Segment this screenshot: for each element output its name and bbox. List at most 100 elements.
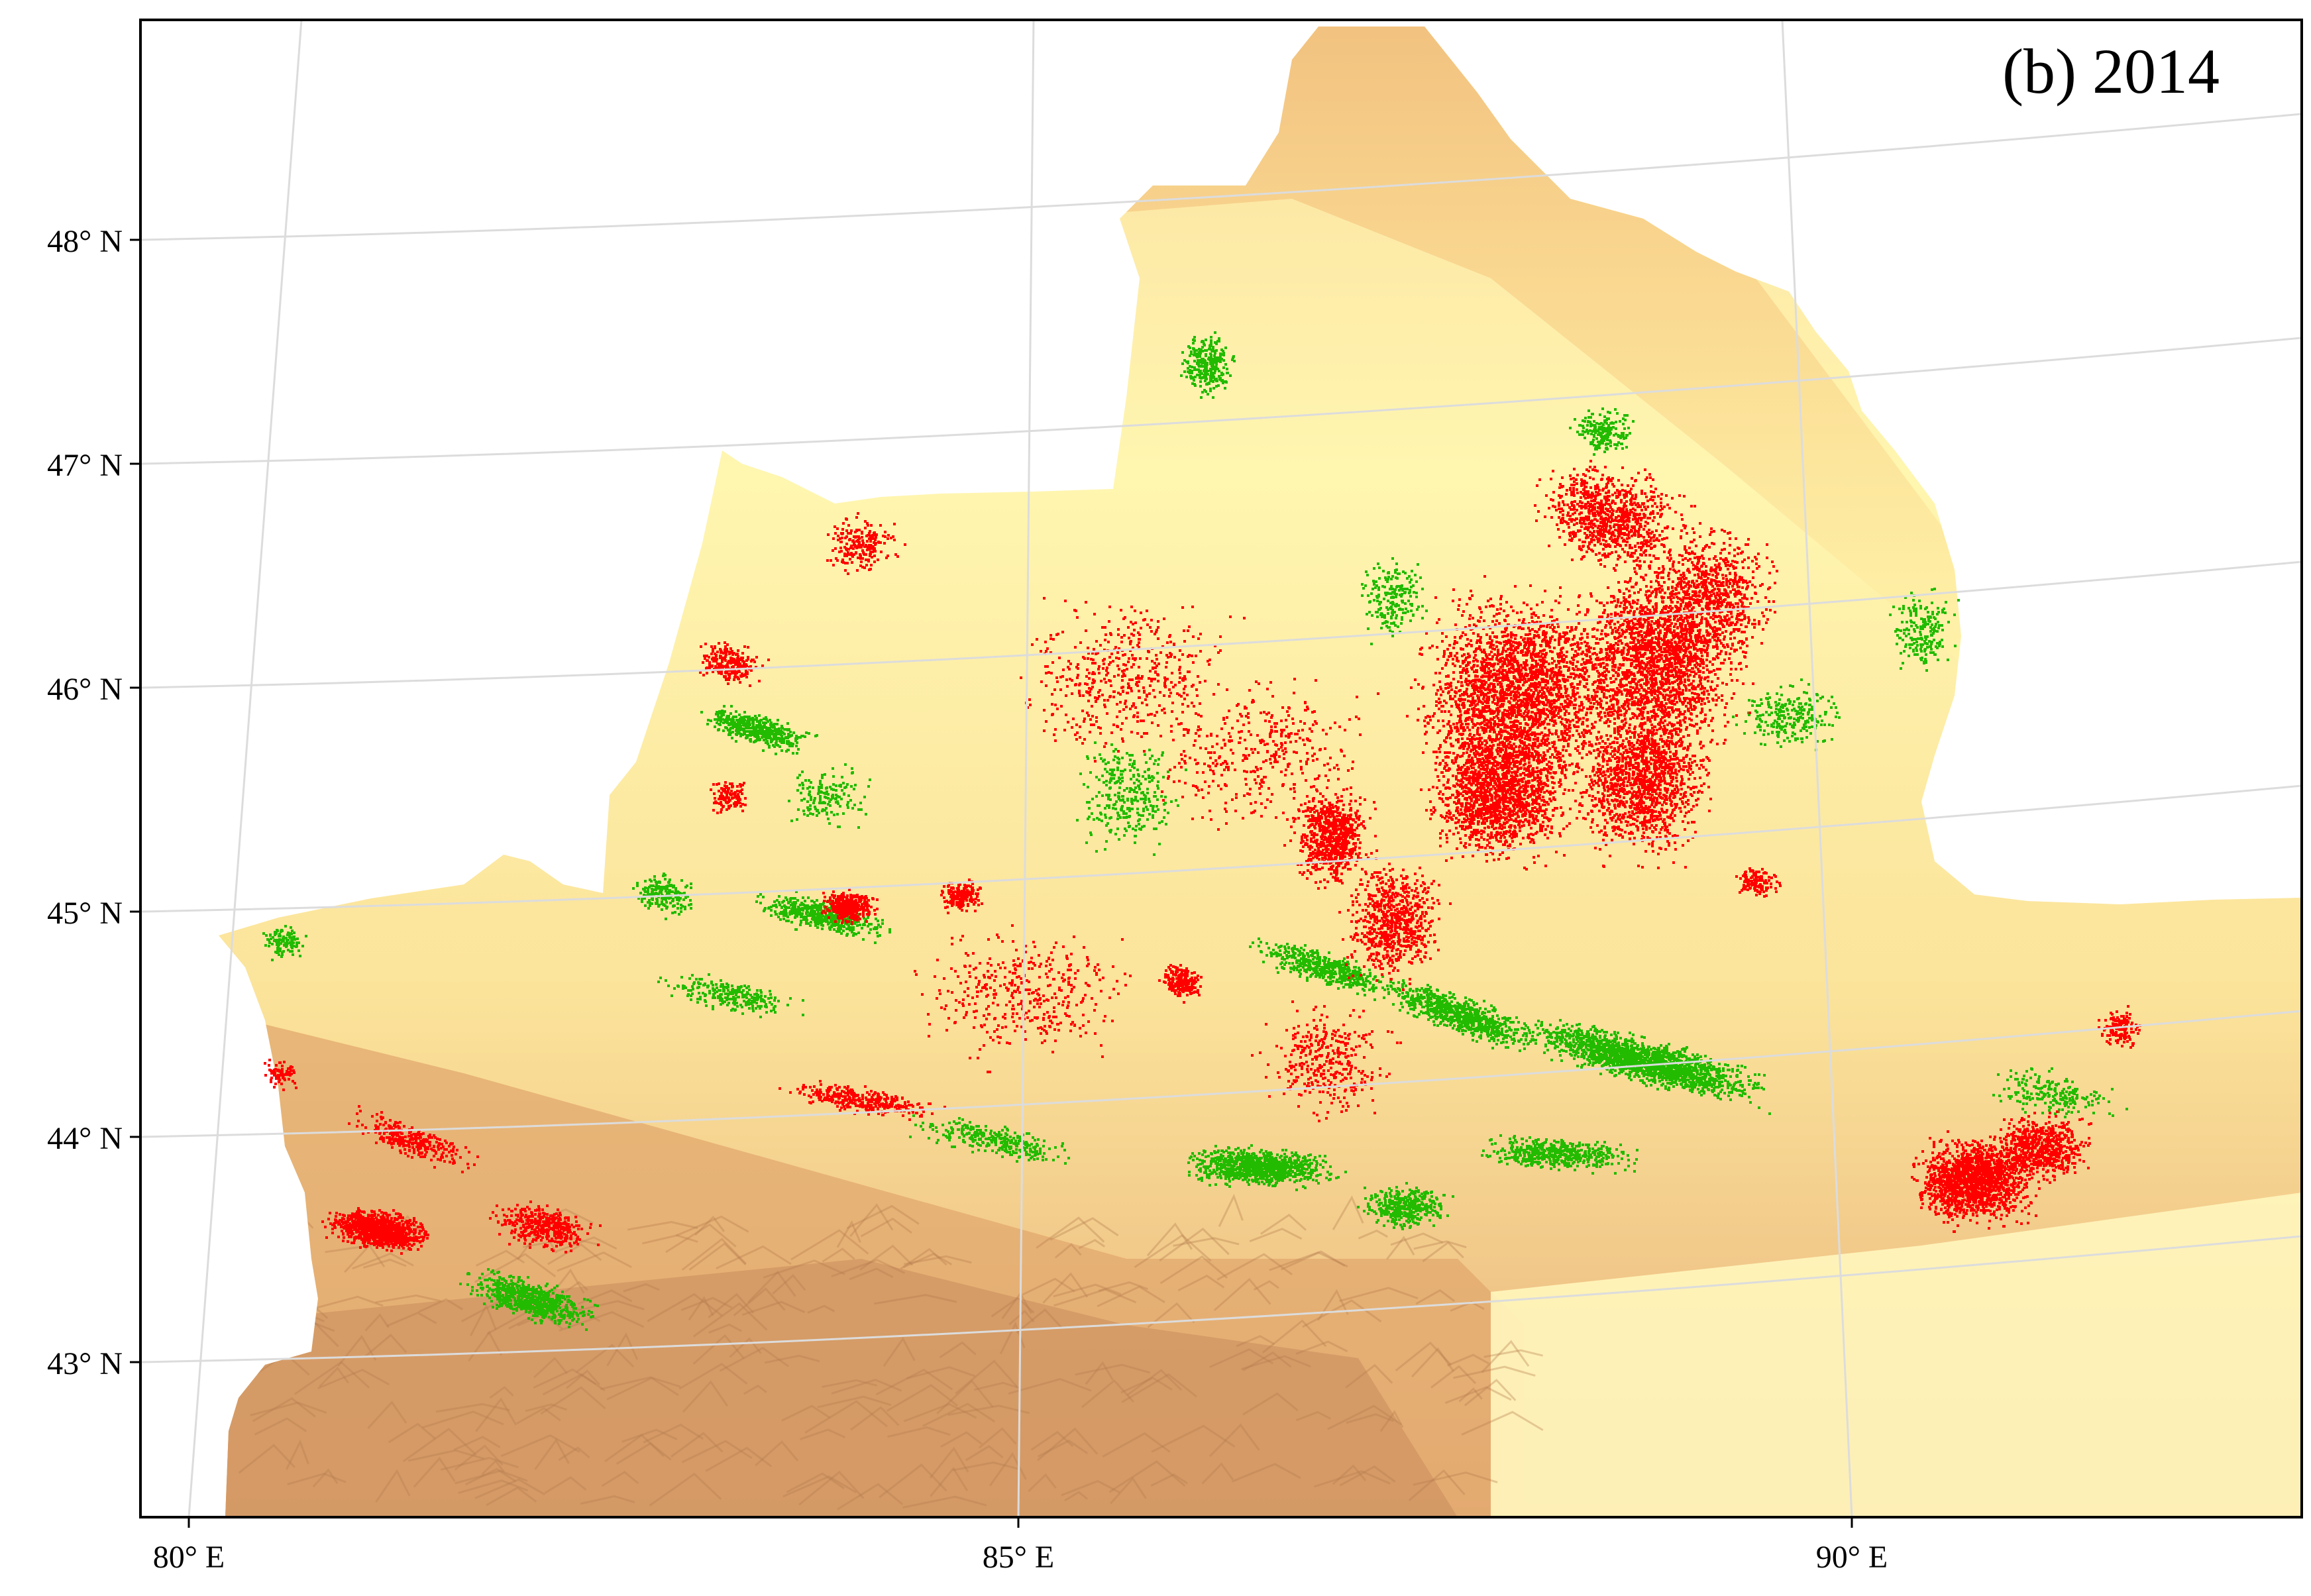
terrain-ridge xyxy=(525,1403,567,1412)
terrain-ridge xyxy=(675,1215,749,1237)
terrain-ridge xyxy=(453,1436,501,1451)
terrain-ridge xyxy=(572,1300,645,1312)
terrain-ridge xyxy=(1022,1277,1075,1296)
terrain-ridge xyxy=(1213,1277,1271,1312)
terrain-ridge xyxy=(1327,1405,1403,1430)
terrain-ridge xyxy=(1332,1195,1364,1230)
terrain-ridge xyxy=(227,1208,297,1229)
terrain-ridge xyxy=(764,1354,820,1364)
lon-label-90: 90° E xyxy=(1816,1540,1888,1575)
terrain-ridge xyxy=(1121,1373,1197,1403)
terrain-ridge xyxy=(1037,1439,1089,1458)
terrain-ridge xyxy=(763,1259,846,1279)
terrain-ridge xyxy=(1108,1460,1186,1493)
terrain-ridge xyxy=(743,1384,767,1395)
terrain-ridge xyxy=(719,1346,790,1372)
terrain-ridge xyxy=(577,1289,633,1305)
panel-label: (b) 2014 xyxy=(2002,36,2220,107)
terrain-ridge xyxy=(540,1386,606,1415)
terrain-ridge xyxy=(1159,1255,1228,1285)
terrain-ridge xyxy=(440,1456,519,1471)
lon-label-80: 80° E xyxy=(153,1540,225,1575)
latitude-line xyxy=(140,1235,2302,1363)
terrain-ridge xyxy=(678,1363,748,1390)
terrain-ridge xyxy=(317,1368,390,1389)
terrain-ridge xyxy=(1422,1241,1464,1263)
terrain-ridge xyxy=(604,1434,665,1463)
latitude-line xyxy=(140,337,2302,465)
terrain-ridge xyxy=(516,1407,561,1424)
terrain-ridge xyxy=(883,1336,916,1367)
terrain-ridge xyxy=(454,1444,504,1471)
terrain-ridge xyxy=(1159,1228,1230,1262)
lat-label-45: 45° N xyxy=(47,896,123,931)
terrain-ridge xyxy=(729,1337,762,1358)
terrain-ridge xyxy=(1386,1236,1415,1260)
terrain-ridge xyxy=(1339,1465,1396,1487)
terrain-ridge xyxy=(647,1293,723,1322)
terrain-ridge xyxy=(642,1234,698,1245)
terrain-ridge xyxy=(1028,1473,1057,1493)
terrain-ridge xyxy=(900,1248,947,1270)
terrain-ridge xyxy=(1042,1272,1089,1304)
terrain-ridge xyxy=(649,1472,722,1507)
terrain-ridge xyxy=(500,1434,580,1458)
terrain-ridge xyxy=(242,1307,325,1326)
latitude-axis: 48° N 47° N 46° N 45° N 44° N 43° N xyxy=(47,224,140,1381)
green-pixel-layer xyxy=(262,331,2128,1331)
terrain-ridge xyxy=(468,1330,503,1362)
terrain-ridge xyxy=(544,1476,587,1494)
terrain-ridge xyxy=(1390,1232,1444,1246)
terrain-ridge xyxy=(786,1472,845,1493)
terrain-ridge xyxy=(887,1426,951,1438)
terrain-ridge xyxy=(1036,1216,1105,1249)
terrain-ridge xyxy=(1064,1491,1088,1502)
terrain-ridge xyxy=(1110,1477,1147,1505)
terrain-ridge xyxy=(1430,1365,1477,1389)
terrain-ridge xyxy=(547,1243,602,1265)
terrain-ridge xyxy=(555,1236,618,1253)
terrain-ridge xyxy=(286,1439,309,1470)
terrain-ridge xyxy=(836,1220,861,1248)
terrain-ridge xyxy=(580,1495,635,1505)
terrain-ridge xyxy=(849,1203,894,1238)
terrain-ridge xyxy=(886,1384,959,1412)
terrain-ridge xyxy=(481,1460,505,1475)
terrain-ridge xyxy=(1030,1430,1074,1451)
terrain-ridge xyxy=(733,1287,786,1316)
terrain-ridge xyxy=(1177,1274,1225,1292)
terrain-ridge xyxy=(455,1469,528,1485)
terrain-ridge xyxy=(807,1304,835,1314)
terrain-ridge xyxy=(681,1440,753,1463)
longitude-line xyxy=(1017,20,1035,1517)
terrain-ridge xyxy=(1358,1229,1389,1240)
terrain-ridge xyxy=(1049,1217,1119,1241)
terrain-ridge xyxy=(671,1432,724,1458)
terrain-ridge xyxy=(435,1403,510,1413)
terrain-ridge xyxy=(822,1379,878,1388)
terrain-ridge xyxy=(755,1440,799,1467)
terrain-ridge xyxy=(955,1359,1018,1395)
terrain-ridge xyxy=(974,1381,1021,1391)
terrain-ridge xyxy=(408,1449,484,1462)
terrain-ridge xyxy=(1098,1281,1148,1292)
longitude-line xyxy=(188,20,303,1517)
terrain-ridge xyxy=(1346,1413,1394,1424)
terrain-ridge xyxy=(287,1472,347,1485)
latitude-line xyxy=(140,784,2302,913)
graticule xyxy=(140,20,2302,1517)
terrain-ridge xyxy=(344,1244,386,1273)
terrain-ridge xyxy=(229,1273,276,1297)
terrain-ridge xyxy=(352,1252,414,1270)
terrain-ridge xyxy=(517,1303,601,1327)
terrain-ridge xyxy=(940,1431,983,1448)
terrain-ridge xyxy=(559,1310,645,1332)
terrain-ridge xyxy=(1461,1410,1544,1436)
terrain-ridge xyxy=(1216,1253,1293,1281)
terrain-ridge xyxy=(790,1229,869,1261)
terrain-ridge xyxy=(621,1428,678,1443)
terrain-ridge xyxy=(1413,1471,1498,1486)
terrain-ridge xyxy=(413,1456,456,1488)
terrain-ridge xyxy=(1447,1354,1489,1367)
terrain-ridge xyxy=(312,1468,339,1488)
